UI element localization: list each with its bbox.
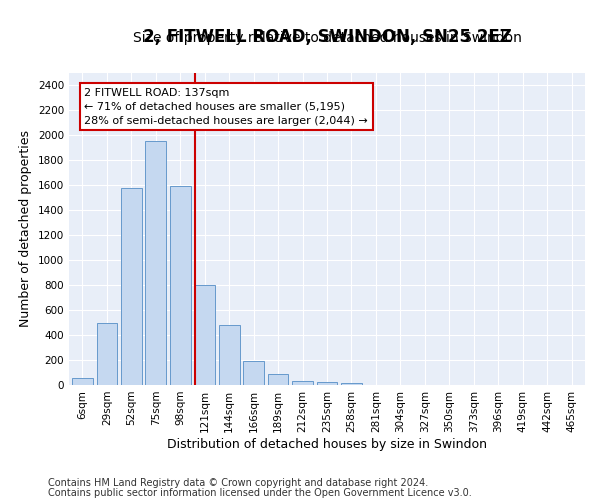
- Title: Size of property relative to detached houses in Swindon: Size of property relative to detached ho…: [133, 31, 521, 45]
- Bar: [292, 380, 313, 385]
- Bar: [243, 360, 264, 385]
- Text: Contains public sector information licensed under the Open Government Licence v3: Contains public sector information licen…: [48, 488, 472, 498]
- X-axis label: Distribution of detached houses by size in Swindon: Distribution of detached houses by size …: [167, 438, 487, 450]
- Bar: [121, 188, 142, 385]
- Bar: [268, 374, 289, 385]
- Bar: [145, 141, 166, 385]
- Bar: [219, 325, 239, 385]
- Text: Contains HM Land Registry data © Crown copyright and database right 2024.: Contains HM Land Registry data © Crown c…: [48, 478, 428, 488]
- Bar: [341, 382, 362, 385]
- Bar: [170, 186, 191, 385]
- Bar: [194, 285, 215, 385]
- Bar: [97, 322, 117, 385]
- Text: 2, FITWELL ROAD, SWINDON, SN25 2EZ: 2, FITWELL ROAD, SWINDON, SN25 2EZ: [143, 28, 511, 46]
- Bar: [317, 382, 337, 385]
- Y-axis label: Number of detached properties: Number of detached properties: [19, 130, 32, 327]
- Text: 2 FITWELL ROAD: 137sqm
← 71% of detached houses are smaller (5,195)
28% of semi-: 2 FITWELL ROAD: 137sqm ← 71% of detached…: [85, 88, 368, 126]
- Bar: [72, 378, 93, 385]
